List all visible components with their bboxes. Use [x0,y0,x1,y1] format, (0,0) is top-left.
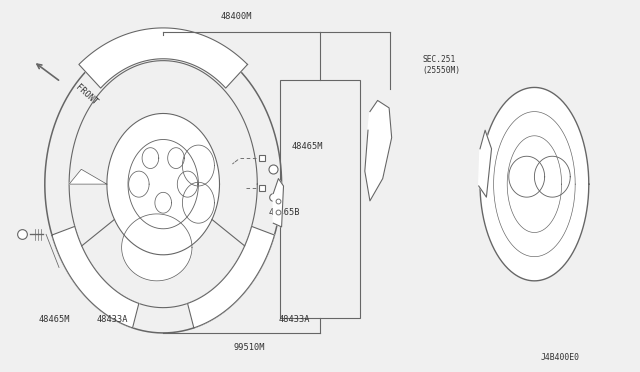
Polygon shape [52,227,139,328]
Bar [280,80,360,318]
Text: 48400M: 48400M [221,12,253,21]
Polygon shape [479,130,492,197]
Text: 48465M: 48465M [291,142,323,151]
Text: FRONT: FRONT [74,83,99,107]
Text: J4B400E0: J4B400E0 [540,353,579,362]
Text: 48433A: 48433A [96,315,128,324]
Polygon shape [107,113,220,255]
Polygon shape [273,179,284,227]
Text: 48465M: 48465M [38,315,70,324]
Text: 48433A: 48433A [278,315,310,324]
Polygon shape [188,227,275,328]
Text: 48465B: 48465B [269,208,300,217]
Polygon shape [365,100,392,201]
Polygon shape [79,28,248,88]
Text: SEC.251
(25550M): SEC.251 (25550M) [422,55,460,75]
Polygon shape [182,145,214,186]
Polygon shape [182,182,214,223]
Polygon shape [480,87,589,281]
Text: 99510M: 99510M [234,343,266,352]
Polygon shape [122,214,192,281]
Polygon shape [69,169,107,184]
